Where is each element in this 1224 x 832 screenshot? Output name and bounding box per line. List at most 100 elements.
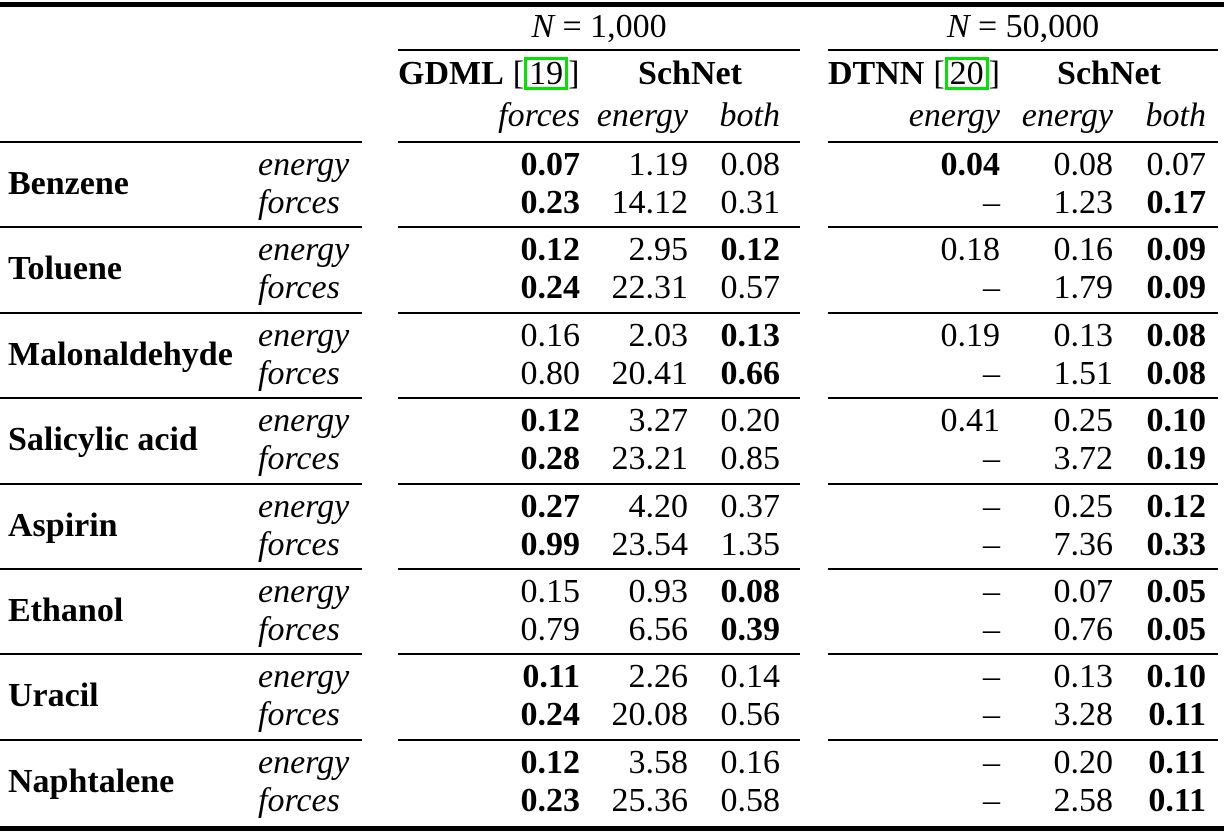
value-cell: 0.25 <box>1053 402 1114 440</box>
table-body: Benzene energy forces 0.07 1.19 0.08 0.0… <box>0 143 1224 826</box>
value-cell: 23.54 <box>611 525 689 563</box>
table-row: Uracil energy forces 0.11 2.26 0.14 – 0.… <box>0 655 1224 741</box>
row-label-energy: energy <box>258 743 350 781</box>
table-header: N = 1,000 N = 50,000 GDML[19] SchNet DTN… <box>0 0 1224 143</box>
subcol-schnet1k-energy: energy <box>596 97 688 134</box>
value-cell: 0.58 <box>720 781 781 819</box>
value-cell: 0.19 <box>1146 440 1207 478</box>
molecule-name: Benzene <box>8 165 129 202</box>
cite-bracket-open: [ <box>933 55 945 92</box>
value-cell: 0.09 <box>1146 231 1207 269</box>
value-cell: 0.05 <box>1146 610 1207 648</box>
value-cell: 20.41 <box>611 354 689 392</box>
value-cell: 0.08 <box>720 572 781 610</box>
value-cell: 1.35 <box>720 525 781 563</box>
value-cell: 0.33 <box>1146 525 1207 563</box>
row-label-forces: forces <box>258 184 340 221</box>
value-cell: 0.12 <box>520 402 581 440</box>
value-cell: 0.13 <box>720 316 781 354</box>
value-cell: – <box>983 572 1000 610</box>
value-cell: 4.20 <box>628 487 689 525</box>
row-separator <box>0 397 1224 400</box>
value-cell: 0.41 <box>940 402 1001 440</box>
value-cell: 0.08 <box>1146 354 1207 392</box>
cite-bracket-close: ] <box>568 55 580 92</box>
gdml-citation: [19] <box>513 55 580 92</box>
value-cell: 0.09 <box>1146 269 1207 307</box>
table-row: Toluene energy forces 0.12 2.95 0.12 0.1… <box>0 228 1224 314</box>
row-separator <box>0 738 1224 741</box>
value-cell: 0.79 <box>520 610 581 648</box>
value-cell: 0.10 <box>1146 658 1207 696</box>
value-cell: 0.19 <box>940 316 1001 354</box>
value-cell: – <box>983 269 1000 307</box>
method-schnet-50k: SchNet <box>1057 55 1161 92</box>
value-cell: 0.12 <box>520 231 581 269</box>
value-cell: 22.31 <box>611 269 689 307</box>
value-cell: 0.80 <box>520 354 581 392</box>
value-cell: – <box>983 525 1000 563</box>
value-cell: 7.36 <box>1053 525 1114 563</box>
cite-bracket-open: [ <box>512 55 525 92</box>
table-row: Malonaldehyde energy forces 0.16 2.03 0.… <box>0 314 1224 400</box>
value-cell: 0.10 <box>1146 402 1207 440</box>
value-cell: 0.11 <box>1148 781 1206 819</box>
value-cell: 0.14 <box>720 658 781 696</box>
table-row: Ethanol energy forces 0.15 0.93 0.08 – 0… <box>0 570 1224 656</box>
value-cell: 1.79 <box>1053 269 1114 307</box>
value-cell: – <box>983 440 1000 478</box>
value-cell: 0.56 <box>720 696 781 734</box>
value-cell: 0.23 <box>520 781 581 819</box>
value-cell: 0.12 <box>520 743 581 781</box>
value-cell: 0.20 <box>720 402 781 440</box>
group1-title: N = 1,000 <box>398 6 800 48</box>
row-label-forces: forces <box>258 696 340 734</box>
value-cell: 0.93 <box>628 572 689 610</box>
row-label-energy: energy <box>258 487 350 525</box>
row-label-energy: energy <box>258 658 350 696</box>
value-cell: 0.85 <box>720 440 781 478</box>
value-cell: 0.23 <box>520 184 581 221</box>
citation-link-19[interactable]: 19 <box>524 57 569 91</box>
citation-link-20[interactable]: 20 <box>944 57 989 91</box>
row-label-energy: energy <box>258 146 350 183</box>
molecule-name: Ethanol <box>8 591 124 629</box>
value-cell: 0.76 <box>1053 610 1114 648</box>
value-cell: 0.12 <box>1146 487 1207 525</box>
value-cell: 0.11 <box>522 658 580 696</box>
value-cell: 0.08 <box>720 146 781 183</box>
value-cell: 0.16 <box>1053 231 1114 269</box>
value-cell: 2.58 <box>1053 781 1114 819</box>
n-symbol: N <box>531 8 554 45</box>
method-schnet-1k: SchNet <box>638 55 742 92</box>
group1-title-value: = 1,000 <box>554 8 667 45</box>
method-gdml: GDML[19] <box>398 54 579 94</box>
value-cell: 0.39 <box>720 610 781 648</box>
subcol-gdml-forces: forces <box>498 97 580 134</box>
n-symbol: N <box>946 8 970 45</box>
value-cell: 0.07 <box>1146 146 1207 183</box>
row-label-energy: energy <box>258 402 350 440</box>
bottom-rule <box>0 826 1224 831</box>
value-cell: 0.99 <box>520 525 581 563</box>
value-cell: 14.12 <box>611 184 689 221</box>
value-cell: 0.27 <box>520 487 581 525</box>
value-cell: 0.07 <box>520 146 581 183</box>
group2-title: N = 50,000 <box>828 6 1218 48</box>
value-cell: 0.16 <box>520 316 581 354</box>
molecule-name: Salicylic acid <box>8 421 198 459</box>
value-cell: 3.58 <box>628 743 689 781</box>
row-label-forces: forces <box>258 525 340 563</box>
value-cell: 3.72 <box>1053 440 1114 478</box>
value-cell: 2.26 <box>628 658 689 696</box>
value-cell: 0.17 <box>1146 184 1207 221</box>
row-separator <box>0 311 1224 314</box>
subcol-schnet50k-both: both <box>1145 97 1206 134</box>
group2-underline <box>828 49 1218 51</box>
value-cell: 1.23 <box>1053 184 1114 221</box>
value-cell: – <box>983 184 1000 221</box>
row-separator <box>0 226 1224 229</box>
value-cell: 0.28 <box>520 440 581 478</box>
value-cell: 0.18 <box>940 231 1001 269</box>
value-cell: 0.08 <box>1053 146 1114 183</box>
